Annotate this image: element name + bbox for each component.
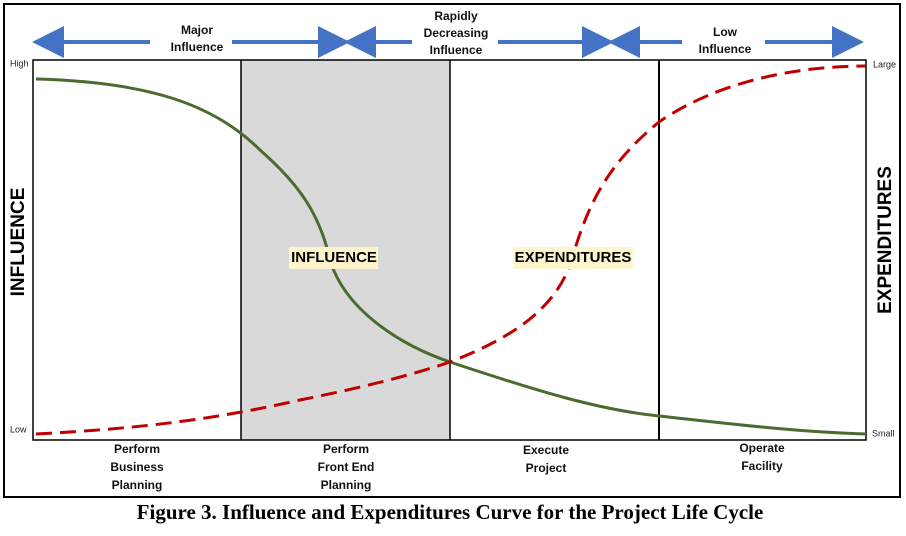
axis-title: EXPENDITURES bbox=[875, 166, 896, 314]
phase-label: Business bbox=[110, 460, 164, 474]
phase-label: Operate bbox=[739, 441, 785, 455]
axis-high: High bbox=[10, 58, 29, 68]
influence-curve bbox=[35, 77, 867, 436]
top-label: Influence bbox=[171, 40, 224, 54]
phase-label: Planning bbox=[321, 478, 372, 492]
phase-label: Project bbox=[526, 461, 567, 475]
top-label: Major bbox=[181, 23, 213, 37]
top-label: Rapidly bbox=[434, 9, 478, 23]
axis-low: Small bbox=[872, 428, 895, 438]
phase-label: Perform bbox=[114, 442, 160, 456]
caption: Figure 3. Influence and Expenditures Cur… bbox=[137, 500, 764, 524]
phase-label: Front End bbox=[318, 460, 375, 474]
outer-frame bbox=[3, 3, 901, 498]
phase-label: Facility bbox=[741, 459, 783, 473]
phase-label: Perform bbox=[323, 442, 369, 456]
curve-label: EXPENDITURES bbox=[515, 249, 632, 266]
expenditures-curve bbox=[35, 64, 867, 436]
axis-high: Large bbox=[873, 59, 896, 69]
curve-label: INFLUENCE bbox=[291, 249, 377, 266]
axis-title: INFLUENCE bbox=[8, 188, 29, 297]
axis-low: Low bbox=[10, 424, 27, 434]
top-label: Decreasing bbox=[424, 26, 489, 40]
top-label: Influence bbox=[430, 43, 483, 57]
phase-label: Planning bbox=[112, 478, 163, 492]
label-bg bbox=[513, 247, 633, 269]
top-label: Influence bbox=[699, 42, 752, 56]
top-label: Low bbox=[713, 25, 738, 39]
label-bg bbox=[289, 247, 378, 269]
phase-label: Execute bbox=[523, 443, 569, 457]
